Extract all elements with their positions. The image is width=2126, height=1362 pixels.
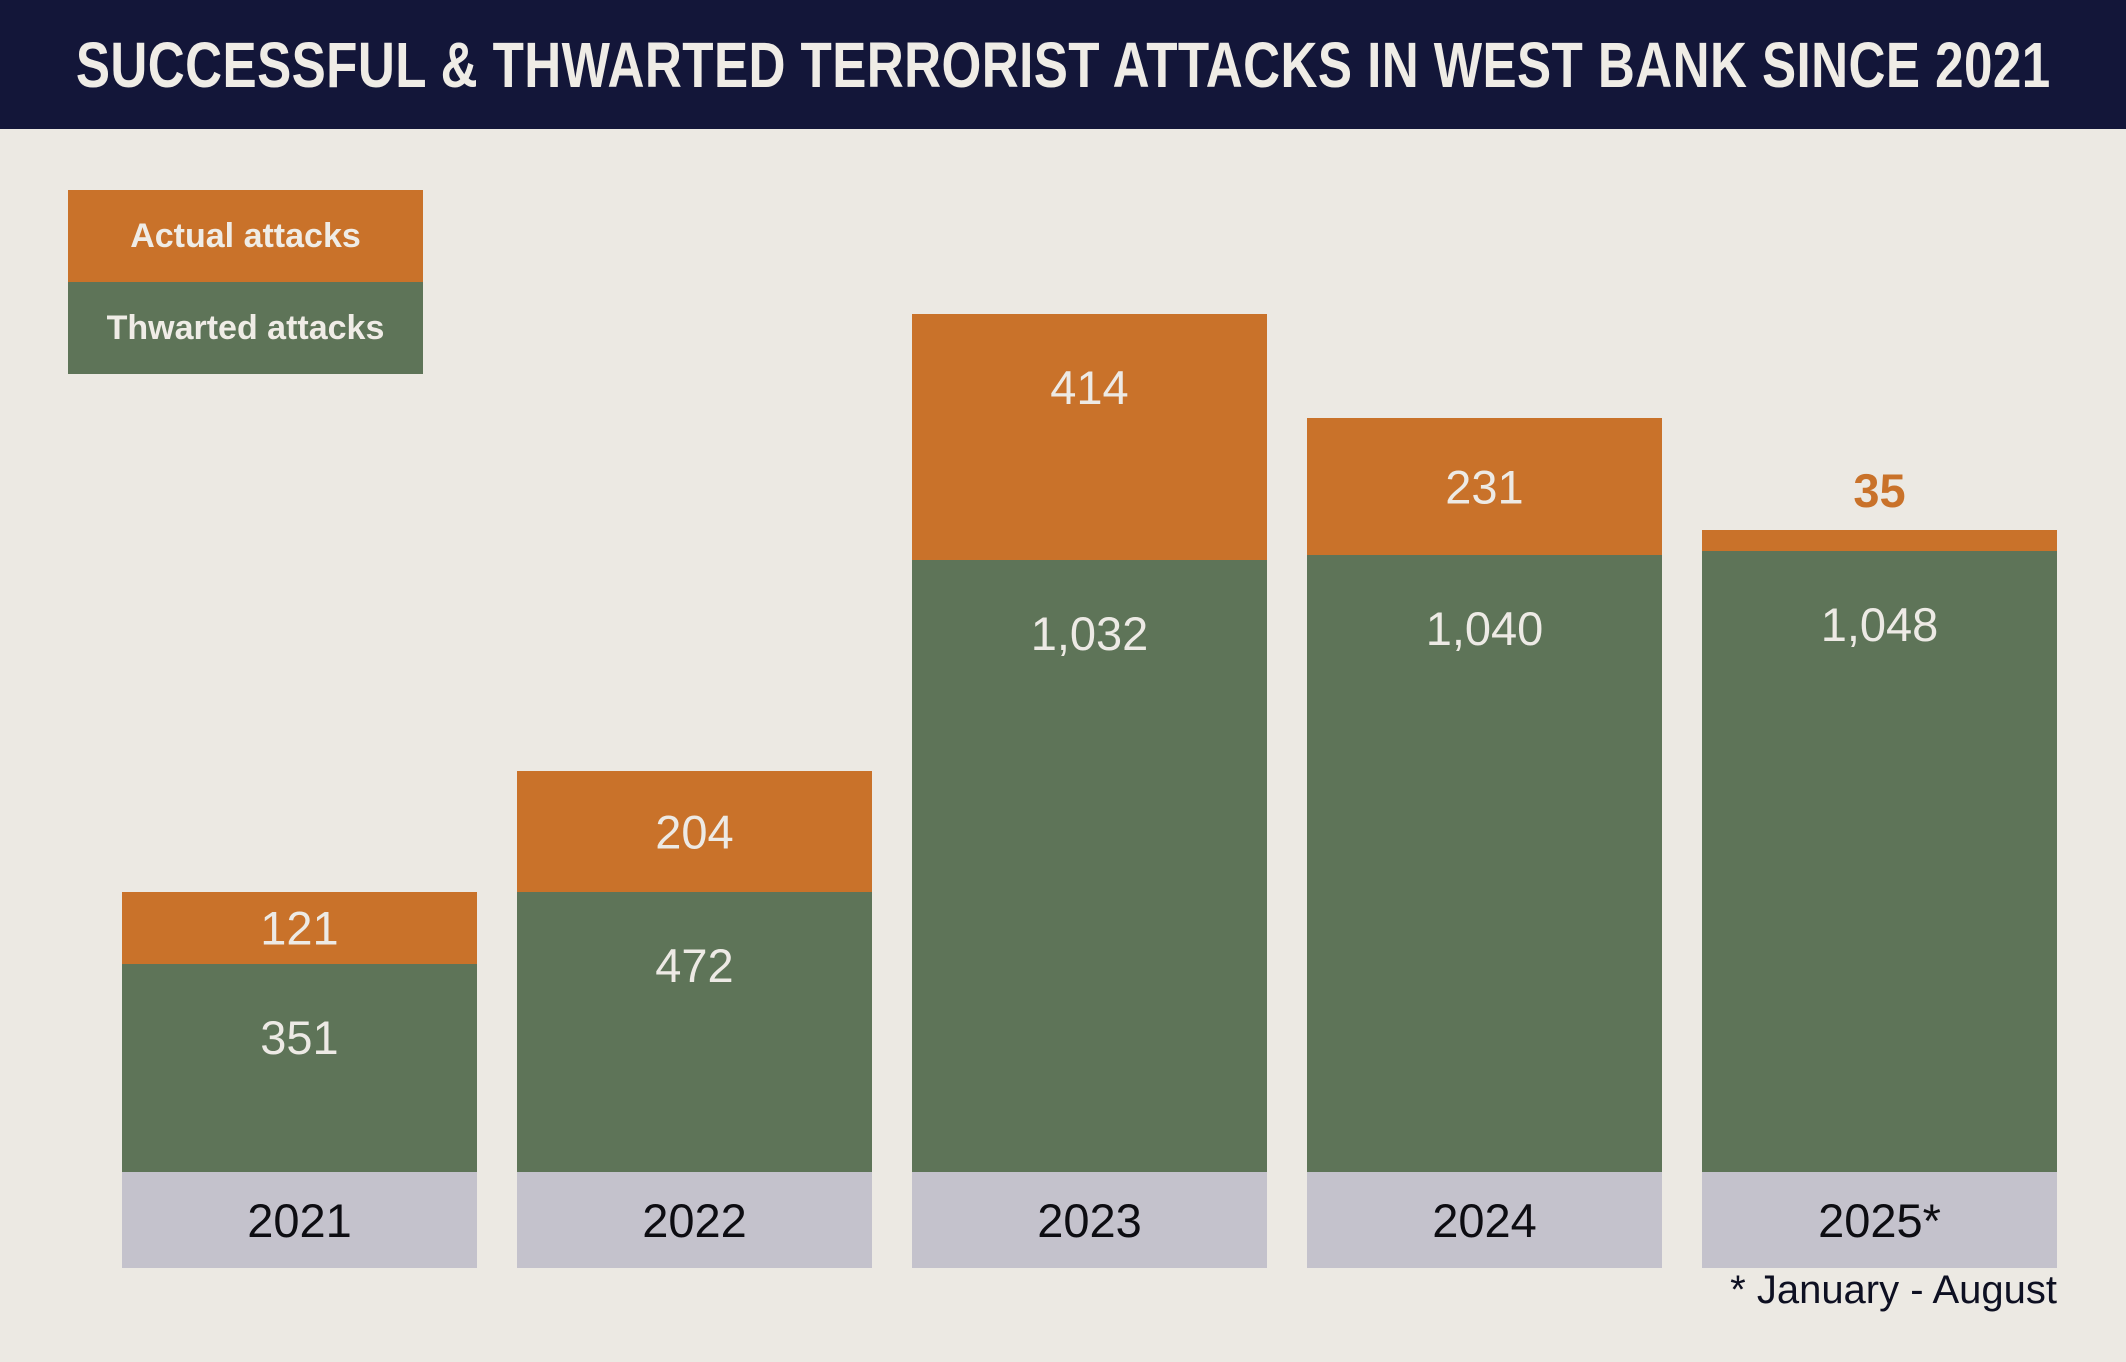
year-label: 2021: [122, 1172, 477, 1268]
segment-actual: 121: [122, 892, 477, 964]
actual-value-label: 204: [655, 805, 734, 858]
legend: Actual attacks Thwarted attacks: [68, 190, 423, 374]
segment-thwarted: 1,048: [1702, 551, 2057, 1172]
year-label: 2025*: [1702, 1172, 2057, 1268]
bar-2022: 2022 472 204: [517, 771, 872, 1268]
legend-item-actual-attacks: Actual attacks: [68, 190, 423, 282]
thwarted-value-label: 351: [260, 1011, 339, 1064]
thwarted-value-label: 472: [655, 939, 734, 992]
bar-2025: 2025* 1,048 35: [1702, 464, 2057, 1268]
actual-value-label: 35: [1853, 464, 1906, 517]
legend-label-actual: Actual attacks: [130, 216, 361, 255]
actual-value-label: 121: [260, 901, 339, 955]
segment-actual: 231: [1307, 418, 1662, 555]
legend-label-thwarted: Thwarted attacks: [106, 308, 385, 347]
segment-thwarted: 351: [122, 964, 477, 1172]
actual-value-label: 414: [1050, 361, 1129, 414]
segment-thwarted: 1,040: [1307, 555, 1662, 1172]
footnote: * January - August: [1730, 1268, 2057, 1312]
segment-actual: [1702, 530, 2057, 551]
segment-thwarted: 1,032: [912, 560, 1267, 1172]
year-label: 2023: [912, 1172, 1267, 1268]
bar-2024: 2024 1,040 231: [1307, 418, 1662, 1268]
segment-actual: 414: [912, 314, 1267, 560]
year-label: 2024: [1307, 1172, 1662, 1268]
bar-2023: 2023 1,032 414: [912, 314, 1267, 1268]
segment-actual: 204: [517, 771, 872, 892]
year-label: 2022: [517, 1172, 872, 1268]
title-bar: SUCCESSFUL & THWARTED TERRORIST ATTACKS …: [0, 0, 2126, 129]
thwarted-value-label: 1,032: [1030, 607, 1149, 660]
thwarted-value-label: 1,040: [1425, 602, 1544, 655]
chart-title: SUCCESSFUL & THWARTED TERRORIST ATTACKS …: [75, 28, 2051, 101]
bar-2021: 2021 351 121: [122, 892, 477, 1268]
legend-item-thwarted-attacks: Thwarted attacks: [68, 282, 423, 374]
segment-thwarted: 472: [517, 892, 872, 1172]
thwarted-value-label: 1,048: [1820, 598, 1939, 651]
actual-value-label: 231: [1445, 460, 1524, 513]
